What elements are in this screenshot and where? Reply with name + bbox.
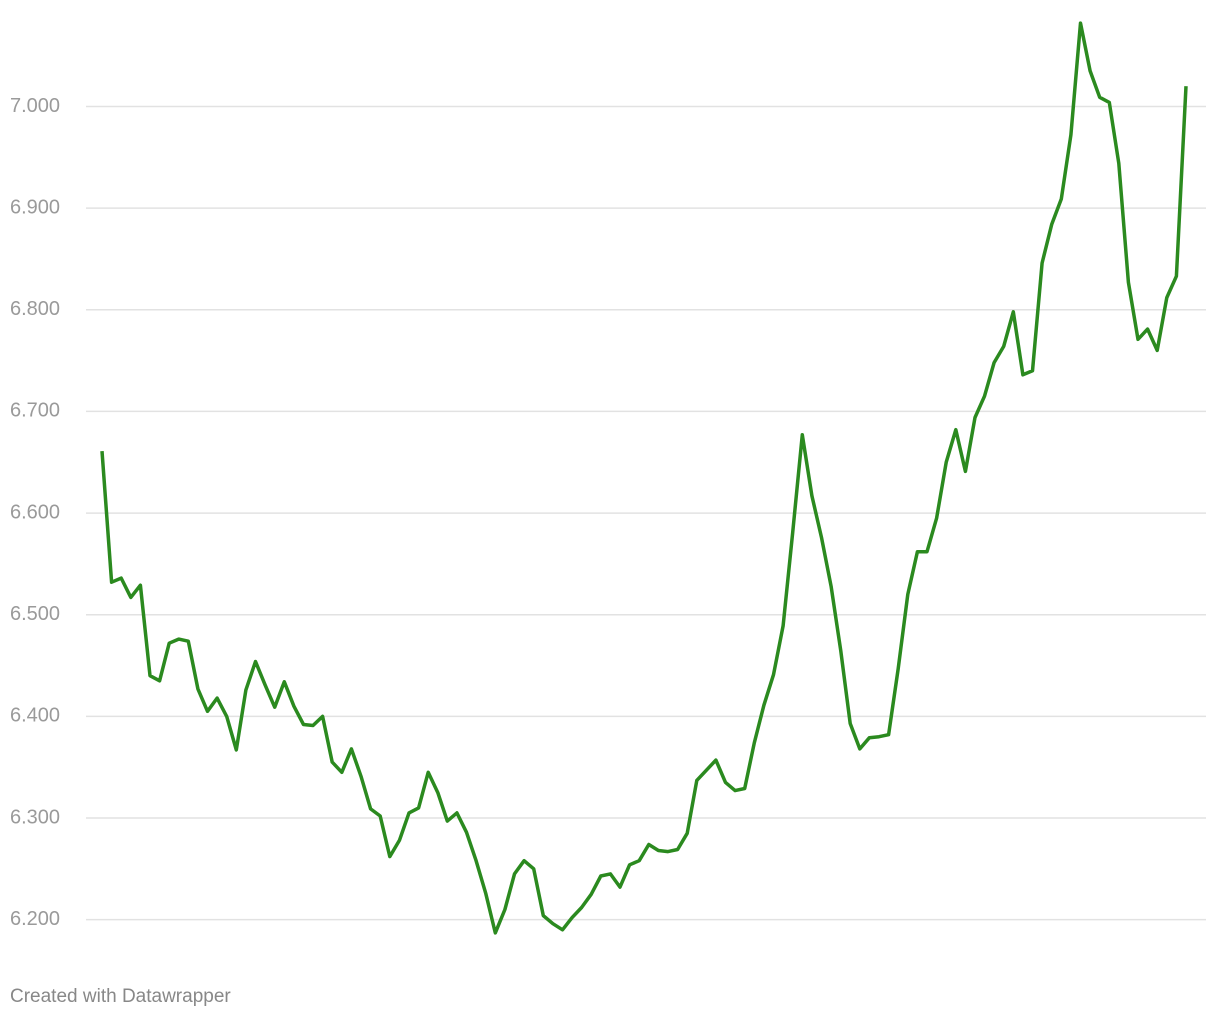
y-tick-label: 7.000 xyxy=(10,95,60,117)
y-tick-label: 6.400 xyxy=(10,705,60,727)
y-tick-label: 6.800 xyxy=(10,298,60,320)
y-tick-label: 6.600 xyxy=(10,501,60,523)
y-tick-label: 6.200 xyxy=(10,908,60,930)
credit: Created with Datawrapper xyxy=(10,986,231,1007)
y-tick-label: 6.900 xyxy=(10,196,60,218)
y-tick-label: 6.700 xyxy=(10,400,60,422)
y-tick-label: 6.300 xyxy=(10,806,60,828)
data-line xyxy=(100,21,1188,935)
y-tick-label: 6.500 xyxy=(10,603,60,625)
